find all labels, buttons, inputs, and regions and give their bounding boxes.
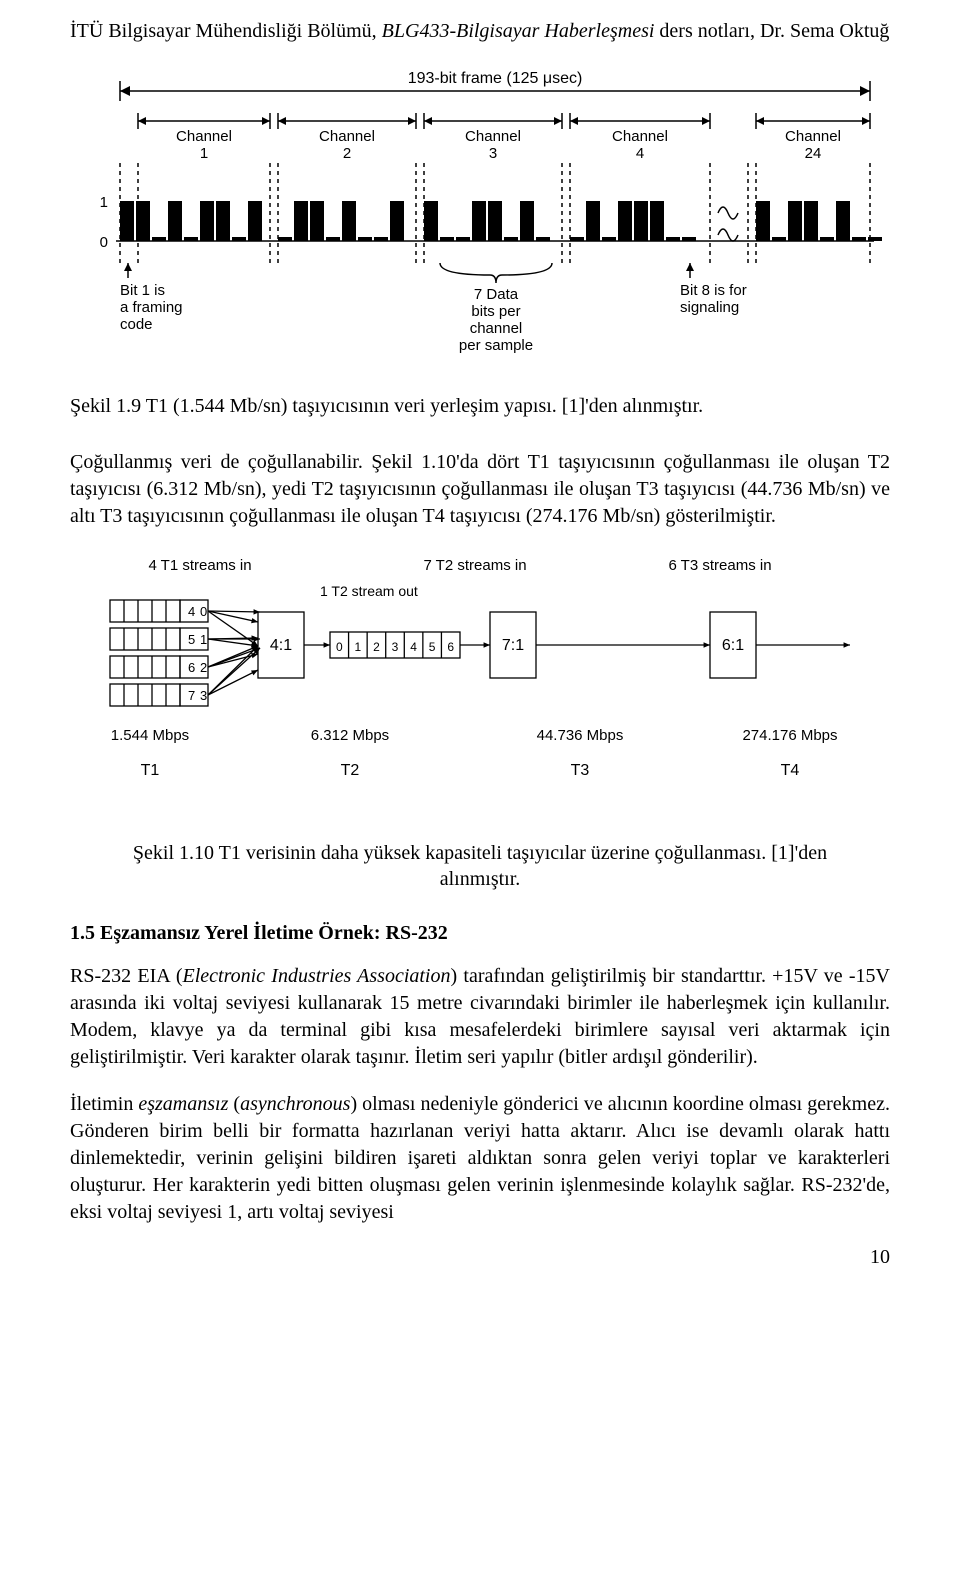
svg-text:6:1: 6:1 [722, 637, 744, 654]
paragraph-1: Çoğullanmış veri de çoğullanabilir. Şeki… [70, 449, 890, 530]
svg-text:T2: T2 [341, 762, 360, 779]
svg-text:6: 6 [188, 660, 195, 675]
svg-text:1 T2 stream out: 1 T2 stream out [320, 583, 418, 599]
svg-text:6.312 Mbps: 6.312 Mbps [311, 727, 389, 744]
paragraph-2: RS-232 EIA (Electronic Industries Associ… [70, 963, 890, 1071]
header-suffix: ders notları, Dr. Sema Oktuğ [654, 20, 889, 42]
svg-text:signaling: signaling [680, 299, 739, 316]
svg-text:5: 5 [188, 632, 195, 647]
figure-1-9-caption: Şekil 1.9 T1 (1.544 Mb/sn) taşıyıcısının… [70, 393, 890, 419]
svg-text:Channel: Channel [465, 128, 521, 145]
svg-text:7 T2 streams in: 7 T2 streams in [423, 557, 526, 574]
svg-text:0: 0 [100, 234, 108, 251]
figure-1-10-container: 4 T1 streams in 7 T2 streams in 6 T3 strea… [70, 550, 890, 810]
para3-pre: İletimin [70, 1093, 138, 1115]
svg-text:Channel: Channel [176, 128, 232, 145]
svg-text:code: code [120, 316, 153, 333]
figure-1-10-svg: 4 T1 streams in 7 T2 streams in 6 T3 strea… [70, 550, 890, 810]
svg-text:4: 4 [188, 604, 195, 619]
svg-text:Bit 8 is for: Bit 8 is for [680, 282, 747, 299]
svg-text:7:1: 7:1 [502, 637, 524, 654]
section-heading: 1.5 Eşzamansız Yerel İletime Örnek: RS-2… [70, 922, 890, 945]
svg-text:per sample: per sample [459, 337, 533, 354]
svg-text:channel: channel [470, 320, 523, 337]
svg-text:44.736 Mbps: 44.736 Mbps [537, 727, 624, 744]
figure-1-10-caption: Şekil 1.10 T1 verisinin daha yüksek kapa… [70, 840, 890, 892]
figure-1-10-caption-line2: alınmıştır. [440, 868, 521, 890]
para3-italic1: eşzamansız [138, 1093, 228, 1115]
svg-text:T1: T1 [141, 762, 160, 779]
svg-text:T4: T4 [781, 762, 800, 779]
header-institution: İTÜ Bilgisayar Mühendisliği Bölümü, [70, 20, 382, 42]
svg-text:Channel: Channel [612, 128, 668, 145]
svg-text:T3: T3 [571, 762, 590, 779]
header-course: BLG433-Bilgisayar Haberleşmesi [382, 20, 655, 42]
para2-pre: RS-232 EIA ( [70, 965, 182, 987]
svg-text:6 T3 streams in: 6 T3 streams in [668, 557, 771, 574]
para2-italic: Electronic Industries Association [182, 965, 450, 987]
svg-text:0: 0 [200, 604, 207, 619]
figure-1-9-container: 193-bit frame (125 μsec)Channel1Channel2… [70, 63, 890, 363]
svg-text:4: 4 [636, 145, 644, 162]
figure-1-9-svg: 193-bit frame (125 μsec)Channel1Channel2… [70, 63, 890, 363]
figure-1-10-caption-line1: Şekil 1.10 T1 verisinin daha yüksek kapa… [133, 842, 827, 864]
svg-text:2: 2 [343, 145, 351, 162]
svg-text:5: 5 [429, 640, 436, 654]
svg-text:274.176 Mbps: 274.176 Mbps [742, 727, 837, 744]
svg-text:2: 2 [373, 640, 380, 654]
svg-text:24: 24 [805, 145, 822, 162]
svg-text:2: 2 [200, 660, 207, 675]
svg-text:7 Data: 7 Data [474, 286, 519, 303]
page-number: 10 [70, 1246, 890, 1269]
svg-text:3: 3 [392, 640, 399, 654]
svg-text:1: 1 [200, 632, 207, 647]
svg-text:6: 6 [447, 640, 454, 654]
para3-mid1: ( [228, 1093, 240, 1115]
svg-text:a framing: a framing [120, 299, 183, 316]
svg-text:Channel: Channel [785, 128, 841, 145]
paragraph-3: İletimin eşzamansız (asynchronous) olmas… [70, 1091, 890, 1226]
svg-text:4 T1 streams in: 4 T1 streams in [148, 557, 251, 574]
para3-italic2: asynchronous [240, 1093, 350, 1115]
page-header: İTÜ Bilgisayar Mühendisliği Bölümü, BLG4… [70, 20, 890, 43]
svg-text:3: 3 [489, 145, 497, 162]
svg-text:193-bit frame (125 μsec): 193-bit frame (125 μsec) [408, 70, 583, 87]
svg-text:3: 3 [200, 688, 207, 703]
svg-text:1: 1 [355, 640, 362, 654]
svg-text:Channel: Channel [319, 128, 375, 145]
svg-text:bits per: bits per [471, 303, 520, 320]
svg-text:4:1: 4:1 [270, 637, 292, 654]
svg-text:1: 1 [100, 194, 108, 211]
svg-text:1.544 Mbps: 1.544 Mbps [111, 727, 189, 744]
svg-text:0: 0 [336, 640, 343, 654]
svg-text:4: 4 [410, 640, 417, 654]
svg-text:Bit 1 is: Bit 1 is [120, 282, 165, 299]
svg-text:7: 7 [188, 688, 195, 703]
svg-text:1: 1 [200, 145, 208, 162]
